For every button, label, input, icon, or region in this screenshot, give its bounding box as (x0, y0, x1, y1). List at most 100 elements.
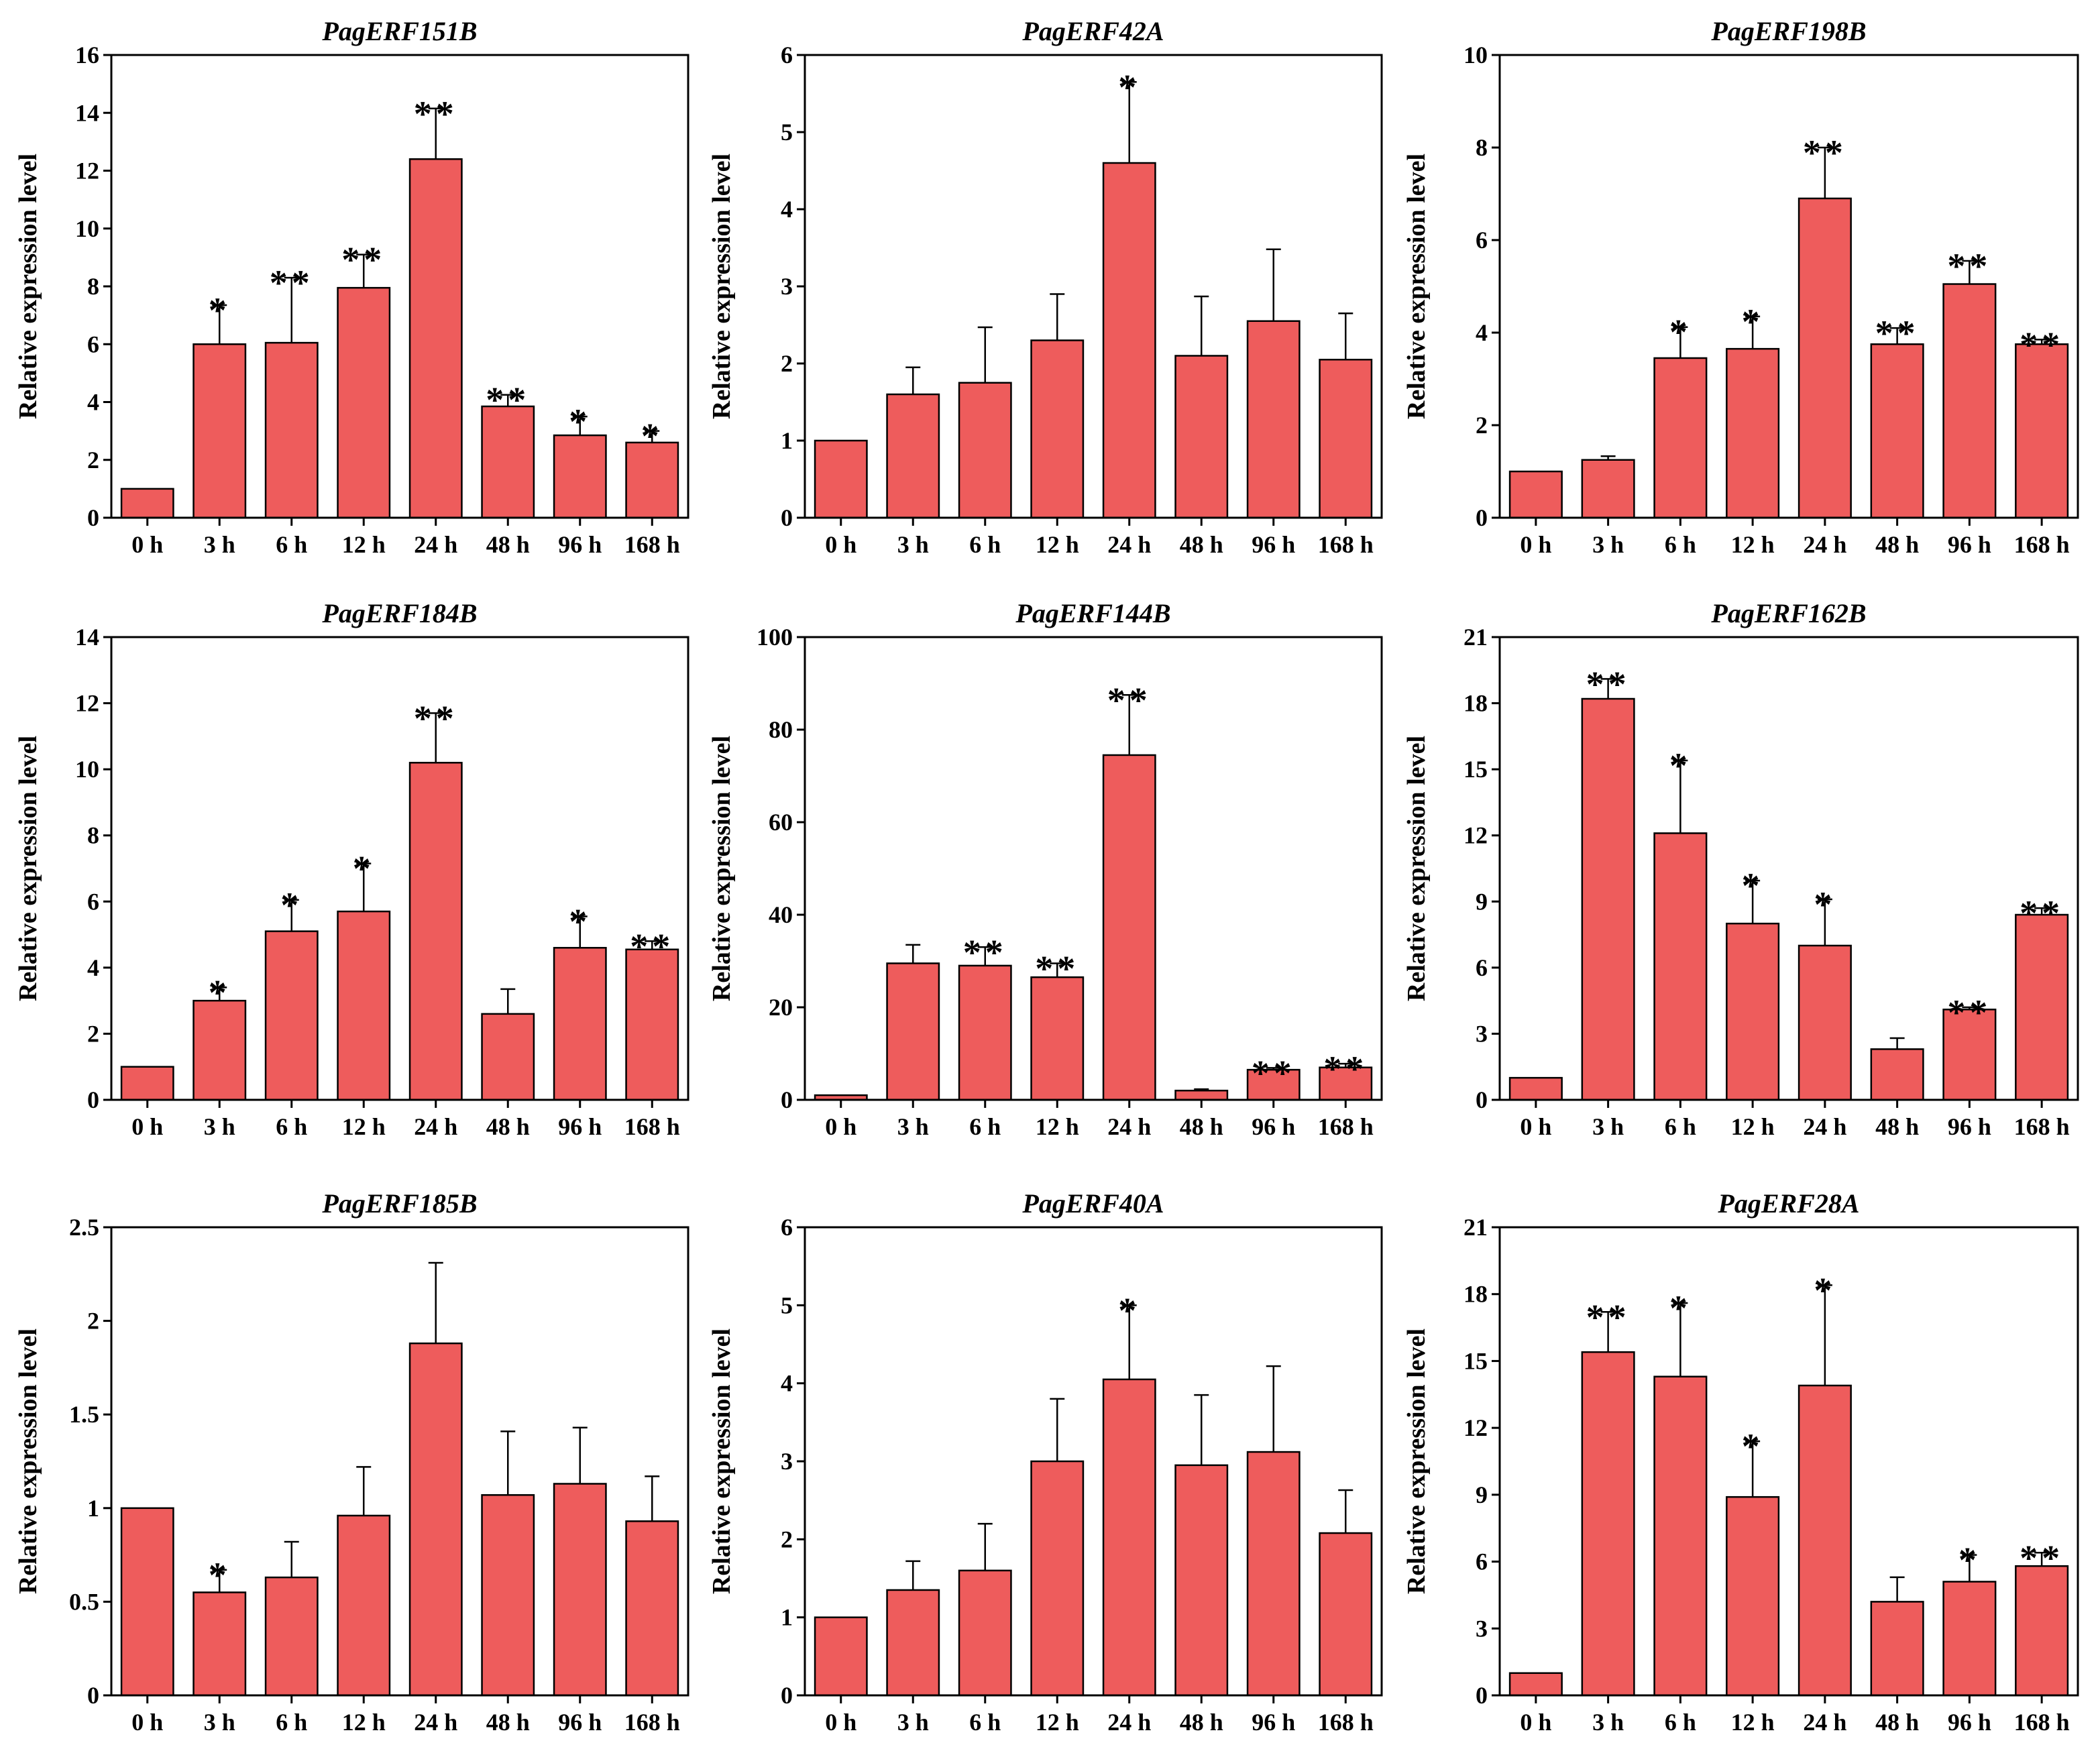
y-tick-label: 1 (781, 1604, 793, 1631)
bar (337, 286, 391, 519)
bar (1653, 832, 1708, 1101)
y-tick-label: 60 (769, 809, 793, 836)
y-tick-label: 6 (1476, 1548, 1488, 1575)
chart-title: PagERF28A (1717, 1188, 1859, 1219)
chart-panel-6: PagERF185B Relative expression level 0 0.5 1… (14, 1188, 689, 1736)
x-tick-label: 96 h (1948, 1113, 1991, 1140)
y-axis-label: Relative expression level (708, 736, 736, 1001)
y-tick-label: 2 (87, 1308, 99, 1335)
plot-frame (1498, 1226, 2079, 1697)
x-tick-label: 3 h (1592, 1113, 1624, 1140)
y-tick-label: 3 (1476, 1020, 1488, 1047)
x-tick-label: 0 h (131, 531, 163, 558)
bar (1030, 339, 1085, 519)
bar (625, 948, 679, 1101)
x-tick-label: 3 h (897, 531, 929, 558)
x-tick-label: 24 h (414, 1113, 457, 1140)
significance-mark: * (209, 290, 231, 331)
significance-mark: * (1742, 866, 1764, 906)
bar (337, 1514, 391, 1697)
x-tick-label: 48 h (486, 1709, 530, 1736)
y-tick-label: 6 (1476, 954, 1488, 981)
y-tick-label: 3 (1476, 1615, 1488, 1642)
plot-frame (1498, 636, 2079, 1101)
x-tick-label: 168 h (1318, 531, 1374, 558)
y-tick-label: 2 (781, 1526, 793, 1553)
bar (1319, 1066, 1373, 1101)
x-tick-label: 48 h (1875, 1709, 1919, 1736)
x-tick-label: 48 h (1180, 1113, 1223, 1140)
x-tick-label: 168 h (2014, 531, 2070, 558)
bar (1870, 1601, 1924, 1697)
significance-mark: * (1118, 67, 1140, 107)
y-tick-label: 1 (781, 427, 793, 454)
y-tick-label: 16 (75, 42, 99, 68)
y-axis-label: Relative expression level (1402, 1329, 1431, 1594)
plot-frame (1498, 54, 2079, 519)
y-tick-label: 9 (1476, 888, 1488, 915)
y-tick-label: 8 (1476, 134, 1488, 161)
bar (120, 1507, 174, 1697)
bar (1581, 459, 1635, 519)
significance-mark: ** (1586, 1297, 1631, 1337)
y-tick-label: 100 (757, 624, 793, 651)
y-tick-label: 4 (1476, 319, 1488, 346)
significance-mark: * (1742, 302, 1764, 342)
significance-mark: * (209, 972, 231, 1013)
x-tick-label: 6 h (276, 531, 307, 558)
significance-mark: ** (270, 263, 314, 303)
y-tick-label: 4 (87, 389, 99, 416)
y-tick-label: 14 (75, 99, 99, 126)
x-tick-label: 0 h (825, 1113, 856, 1140)
bar (408, 1342, 463, 1697)
x-tick-label: 0 h (1520, 1709, 1551, 1736)
y-tick-label: 6 (1476, 227, 1488, 253)
x-tick-label: 6 h (276, 1113, 307, 1140)
y-tick-label: 6 (781, 42, 793, 68)
x-tick-label: 24 h (414, 531, 457, 558)
significance-mark: * (1814, 1270, 1836, 1310)
y-tick-label: 9 (1476, 1481, 1488, 1508)
bar (886, 962, 940, 1101)
significance-mark: * (280, 885, 302, 925)
y-axis-label: Relative expression level (14, 154, 42, 419)
bar (1508, 470, 1563, 519)
chart-title: PagERF40A (1021, 1188, 1164, 1219)
chart-panel-1: PagERF42A Relative expression level 0 1 2 3 4 5… (708, 16, 1383, 558)
y-tick-label: 6 (87, 888, 99, 915)
x-tick-label: 96 h (1948, 1709, 1991, 1736)
y-tick-label: 0 (1476, 504, 1488, 531)
y-axis-label: Relative expression level (708, 154, 736, 419)
bar (1102, 754, 1156, 1101)
significance-mark: ** (341, 240, 386, 280)
y-tick-label: 4 (781, 1370, 793, 1397)
chart-panel-8: PagERF28A Relative expression level 0 3 6 9 12… (1402, 1188, 2079, 1736)
y-tick-label: 10 (1463, 42, 1488, 68)
y-tick-label: 5 (781, 1292, 793, 1318)
chart-panel-7: PagERF40A Relative expression level 0 1 2 3 4 5… (708, 1188, 1383, 1736)
x-tick-label: 24 h (1107, 1709, 1151, 1736)
y-tick-label: 1 (87, 1495, 99, 1522)
x-tick-label: 96 h (1252, 531, 1295, 558)
chart-title: PagERF198B (1710, 16, 1866, 46)
significance-mark: ** (414, 94, 458, 134)
bar (1942, 283, 1997, 519)
y-tick-label: 0 (87, 504, 99, 531)
bar (1870, 343, 1924, 519)
y-tick-label: 3 (781, 1448, 793, 1475)
x-tick-label: 6 h (276, 1709, 307, 1736)
y-tick-label: 1.5 (69, 1401, 99, 1428)
y-tick-label: 0 (87, 1086, 99, 1113)
y-tick-label: 10 (75, 756, 99, 783)
x-tick-label: 12 h (342, 531, 386, 558)
significance-mark: ** (1947, 246, 1991, 286)
chart-panel-5: PagERF162B Relative expression level 0 3 6 9 1… (1402, 598, 2079, 1140)
significance-mark: ** (1947, 993, 1991, 1033)
y-tick-label: 2 (781, 350, 793, 377)
bar (958, 964, 1012, 1101)
x-tick-label: 3 h (204, 1709, 235, 1736)
y-tick-label: 40 (769, 901, 793, 928)
x-tick-label: 6 h (1665, 1113, 1696, 1140)
bar (1726, 347, 1780, 519)
